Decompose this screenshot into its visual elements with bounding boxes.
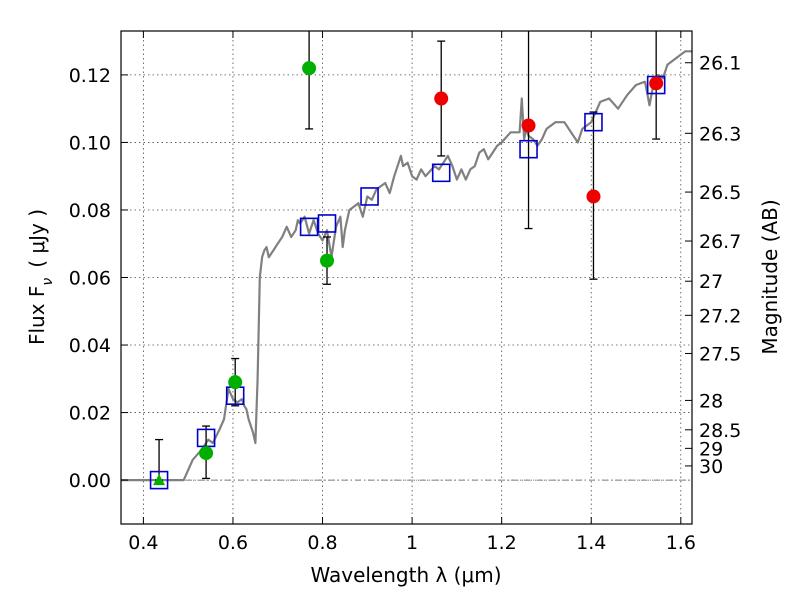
y-tick-label: 0.04 xyxy=(69,335,111,357)
mag-tick-label: 26.3 xyxy=(699,123,741,145)
y-axis-label-unit: ( μJy ) xyxy=(25,209,49,268)
observed-point xyxy=(521,118,536,133)
model-photometry-square xyxy=(360,187,379,206)
mag-tick-label: 26.5 xyxy=(699,182,741,204)
x-tick-label: 0.4 xyxy=(128,532,158,554)
observed-point xyxy=(302,61,317,76)
grid xyxy=(121,31,692,524)
markers xyxy=(149,61,666,490)
y-tick-label: 0.12 xyxy=(69,65,111,87)
upper-limit-triangle xyxy=(153,474,166,486)
observed-point xyxy=(649,76,664,91)
x-tick-label: 1.2 xyxy=(487,532,517,554)
y-axis-label-sub: ν xyxy=(40,278,56,286)
model-photometry-square xyxy=(431,163,451,183)
observed-point xyxy=(199,446,214,461)
model-layer xyxy=(121,50,692,482)
y-tick-label: 0.00 xyxy=(69,470,111,492)
y-tick-label: 0.02 xyxy=(69,403,111,425)
observed-point xyxy=(586,189,601,204)
observed-point xyxy=(434,91,449,106)
ticks: 0.4 0.6 0.8 1 1.2 1.4 1.6 0.00 0.02 0.04 0.06 0.08 0… xyxy=(69,31,741,554)
model-sed-line xyxy=(121,50,692,482)
mag-tick-label: 27 xyxy=(699,271,723,293)
mag-tick-label: 27.2 xyxy=(699,305,741,327)
y-tick-label: 0.06 xyxy=(69,268,111,290)
mag-tick-label: 28.5 xyxy=(699,420,741,442)
x-tick-label: 0.8 xyxy=(307,532,337,554)
mag-tick-label: 26.7 xyxy=(699,231,741,253)
error-bars xyxy=(155,31,661,481)
x-tick-label: 1.4 xyxy=(576,532,606,554)
observed-point xyxy=(320,253,335,268)
y2-axis-label: Magnitude (AB) xyxy=(758,199,782,354)
mag-tick-label: 30 xyxy=(699,456,723,478)
mag-tick-label: 27.5 xyxy=(699,343,741,365)
x-tick-label: 0.6 xyxy=(218,532,248,554)
x-tick-label: 1.6 xyxy=(666,532,696,554)
x-axis-label: Wavelength λ (μm) xyxy=(310,563,501,587)
y-tick-label: 0.10 xyxy=(69,132,111,154)
y-tick-label: 0.08 xyxy=(69,200,111,222)
observed-point xyxy=(228,375,243,390)
model-photometry-square xyxy=(584,112,603,132)
mag-tick-label: 26.1 xyxy=(699,53,741,75)
mag-tick-label: 28 xyxy=(699,390,723,412)
model-photometry-square xyxy=(317,214,337,233)
model-photometry-square xyxy=(149,470,169,490)
y-axis-label: Flux Fν ( μJy ) xyxy=(25,209,56,345)
model-photometry-square xyxy=(299,217,319,237)
mag-tick-label: 29 xyxy=(699,438,723,460)
y-axis-label-main: Flux F xyxy=(25,286,49,345)
model-photometry-square xyxy=(519,139,538,159)
x-tick-label: 1 xyxy=(406,532,418,554)
